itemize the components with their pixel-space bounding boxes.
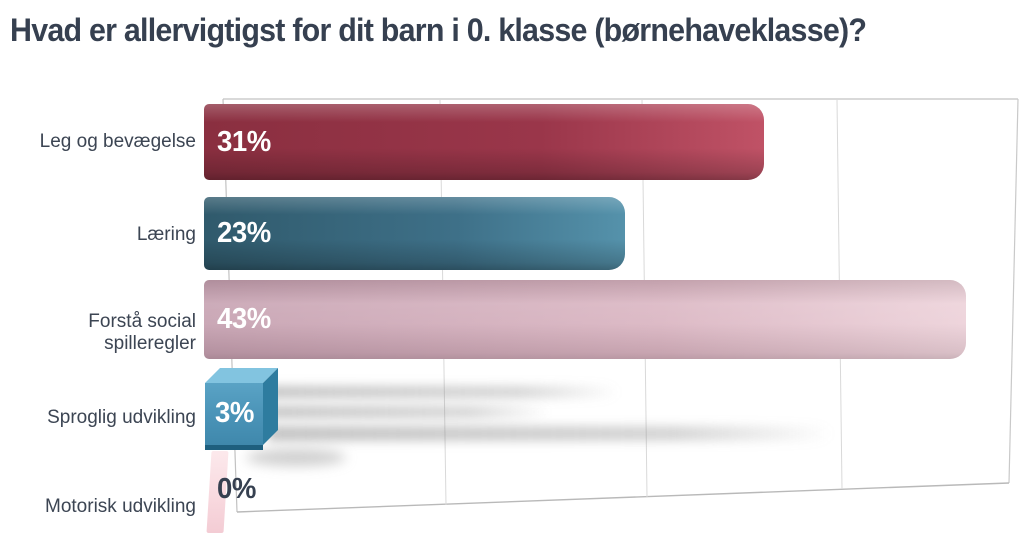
chart-title: Hvad er allervigtigst for dit barn i 0. … bbox=[10, 12, 867, 48]
cube-bottom-edge bbox=[205, 445, 263, 450]
value-label-3: 3% bbox=[215, 397, 254, 429]
bar-sproglig-udvikling bbox=[205, 368, 278, 450]
cast-shadow bbox=[266, 386, 618, 398]
category-label-laering: Læring bbox=[136, 224, 196, 245]
cast-shadow bbox=[266, 406, 548, 418]
bar-laering: 23% bbox=[204, 197, 625, 270]
plot-frame-bottom bbox=[236, 482, 1010, 513]
category-label-sproglig-udvikling: Sproglig udvikling bbox=[47, 407, 196, 428]
value-label-23: 23% bbox=[217, 217, 271, 249]
plot-frame-right bbox=[1008, 98, 1019, 484]
category-label-forsta-social-spilleregler: Forstå social spilleregler bbox=[88, 311, 196, 354]
bar-leg-og-bevaegelse: 31% bbox=[204, 104, 764, 180]
category-label-leg-og-bevaegelse: Leg og bevægelse bbox=[39, 131, 196, 152]
bar-forsta-social-spilleregler: 43% bbox=[204, 280, 966, 359]
category-label-motorisk-udvikling: Motorisk udvikling bbox=[45, 496, 196, 517]
value-label-0: 0% bbox=[217, 473, 256, 505]
cast-shadow bbox=[266, 426, 832, 441]
cube-right-face bbox=[263, 368, 278, 445]
value-label-43: 43% bbox=[217, 303, 271, 335]
cast-shadow bbox=[246, 449, 346, 466]
cube-top-face bbox=[205, 368, 278, 383]
cube-front-face bbox=[205, 383, 263, 445]
value-label-31: 31% bbox=[217, 125, 271, 158]
